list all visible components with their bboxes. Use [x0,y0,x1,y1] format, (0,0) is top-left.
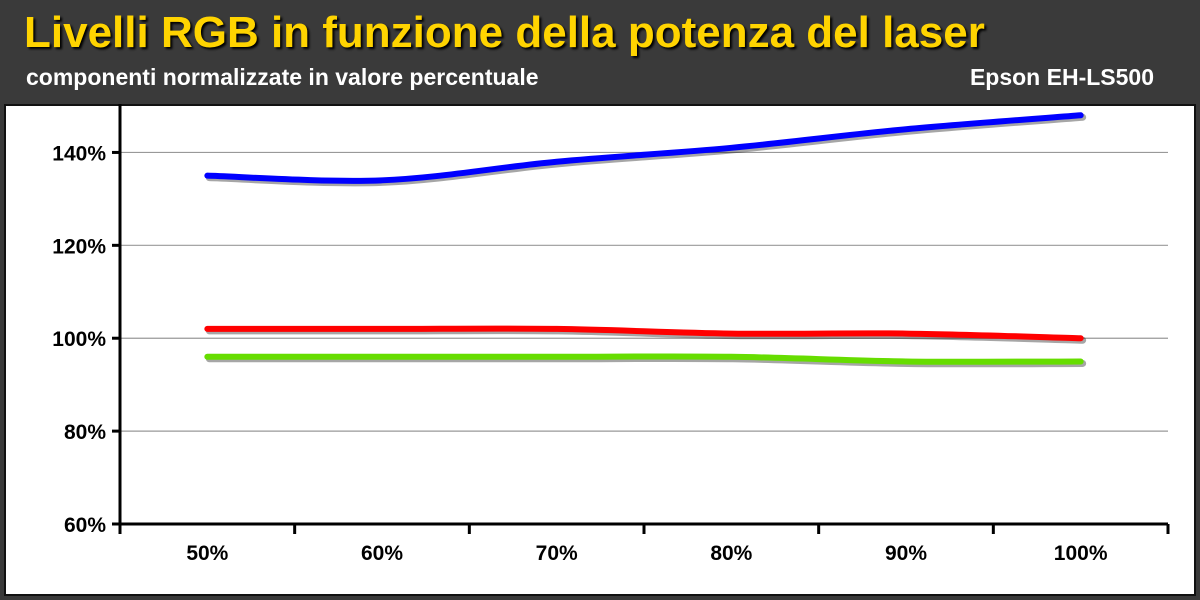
y-tick-label: 60% [64,514,106,537]
y-tick-label: 140% [52,142,106,165]
series-line [204,325,1084,342]
x-tick-label: 70% [536,542,578,565]
chart-header: Livelli RGB in funzione della potenza de… [0,0,1200,104]
chart-subtitle: componenti normalizzate in valore percen… [26,64,539,90]
x-tick-label: 60% [361,542,403,565]
x-tick-label: 80% [710,542,752,565]
device-label: Epson EH-LS500 [969,64,1154,90]
y-tick-label: 100% [52,328,106,351]
series-group [204,112,1087,368]
chart-title: Livelli RGB in funzione della potenza de… [24,8,985,57]
x-tick-label: 100% [1054,542,1108,565]
plot-panel [4,104,1196,596]
x-tick-label: 50% [186,542,228,565]
series-line [204,112,1084,184]
y-tick-label: 120% [52,235,106,258]
x-axis-ticks: 50% 60% 70% 80% 90% 100% [118,524,1170,565]
series-line [204,353,1084,365]
y-axis-ticks: 60% 80% 100% 120% 140% [52,142,120,537]
y-tick-label: 80% [64,421,106,444]
axes [118,104,1168,526]
grid-lines [120,151,1168,432]
x-tick-label: 90% [885,542,927,565]
